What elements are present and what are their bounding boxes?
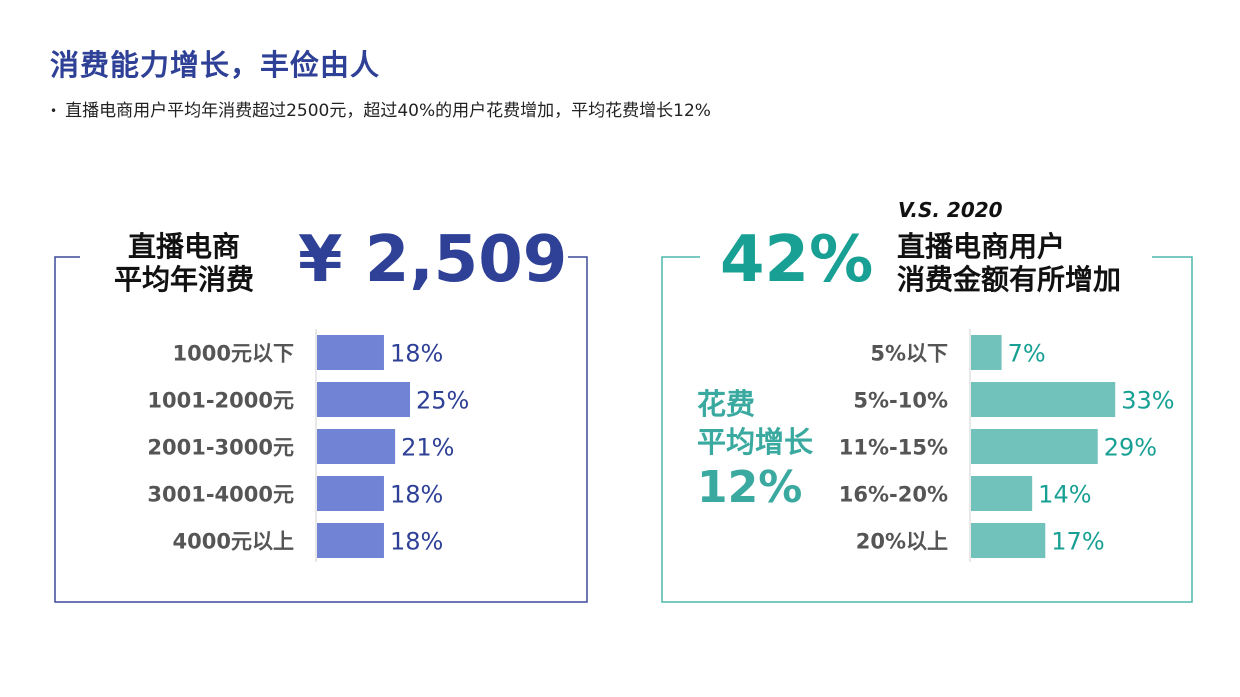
bar-1-0 [971, 335, 1002, 370]
subtitle-text: 直播电商用户平均年消费超过2500元，超过40%的用户花费增加，平均花费增长12… [65, 101, 711, 121]
category-label-0-0: 1000元以下 [173, 342, 294, 366]
left-heading: 直播电商 平均年消费 [104, 230, 264, 296]
value-label-0-2: 21% [401, 434, 454, 462]
comparison-label: V.S. 2020 [898, 198, 1003, 222]
bar-0-4 [317, 523, 384, 558]
average-growth-block: 花费 平均增长 12% [697, 385, 813, 515]
right-heading-line2: 消费金额有所增加 [897, 263, 1122, 296]
bar-1-2 [971, 429, 1098, 464]
category-label-1-2: 11%-15% [839, 436, 948, 460]
category-label-1-4: 20%以上 [856, 530, 948, 554]
growth-line1: 花费 [697, 387, 756, 421]
value-label-1-1: 33% [1121, 387, 1174, 415]
value-label-1-4: 17% [1051, 528, 1104, 556]
bar-1-3 [971, 476, 1033, 511]
left-panel-frame [54, 256, 588, 603]
increase-share-value: 42% [720, 223, 874, 297]
left-heading-line1: 直播电商 [127, 230, 240, 263]
value-label-1-3: 14% [1038, 481, 1091, 509]
left-panel: 直播电商 平均年消费 ¥ 2,509 1000元以下 18% 1001-2000元 2… [54, 223, 588, 603]
value-label-0-4: 18% [390, 528, 443, 556]
spend-distribution-chart: 1000元以下 18% 1001-2000元 25% 2001-3000元 21% 3001… [147, 329, 469, 562]
category-label-0-2: 2001-3000元 [147, 436, 294, 460]
bar-0-3 [317, 476, 384, 511]
left-heading-line2: 平均年消费 [113, 263, 254, 296]
bar-0-1 [317, 382, 410, 417]
category-label-0-4: 4000元以上 [173, 530, 294, 554]
category-label-1-0: 5%以下 [870, 342, 948, 366]
bar-0-2 [317, 429, 396, 464]
page-subtitle: • 直播电商用户平均年消费超过2500元，超过40%的用户花费增加，平均花费增长1… [50, 96, 711, 121]
page-title: 消费能力增长，丰俭由人 [50, 48, 381, 82]
right-heading: 直播电商用户 消费金额有所增加 [897, 230, 1121, 296]
bullet-dot-icon: • [50, 104, 58, 118]
category-label-1-3: 16%-20% [839, 483, 948, 507]
value-label-1-0: 7% [1008, 340, 1046, 368]
growth-value: 12% [697, 462, 803, 513]
category-label-0-1: 1001-2000元 [147, 389, 294, 413]
value-label-0-1: 25% [416, 387, 469, 415]
value-label-1-2: 29% [1104, 434, 1157, 462]
value-label-0-3: 18% [390, 481, 443, 509]
bar-1-1 [971, 382, 1116, 417]
category-label-1-1: 5%-10% [853, 389, 948, 413]
category-label-0-3: 3001-4000元 [147, 483, 294, 507]
growth-line2: 平均增长 [697, 425, 814, 459]
value-label-0-0: 18% [390, 340, 443, 368]
right-heading-line1: 直播电商用户 [897, 230, 1066, 263]
bar-0-0 [317, 335, 384, 370]
average-spend-value: ¥ 2,509 [298, 223, 568, 297]
bar-1-4 [971, 523, 1046, 558]
